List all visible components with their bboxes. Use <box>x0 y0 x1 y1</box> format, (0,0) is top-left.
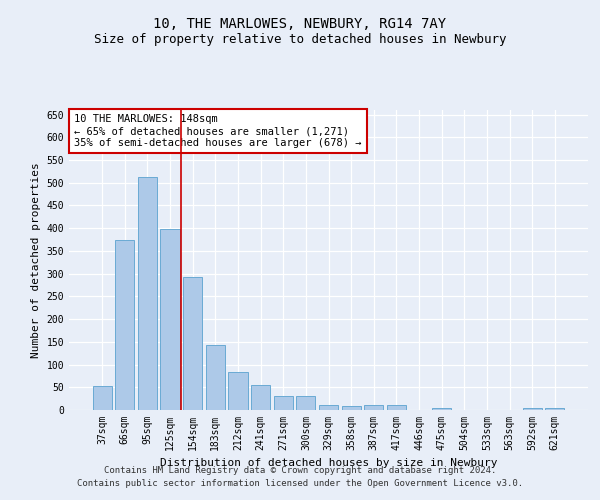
Bar <box>229 372 248 410</box>
Bar <box>92 386 112 410</box>
Bar <box>341 406 361 410</box>
Text: 10 THE MARLOWES: 148sqm
← 65% of detached houses are smaller (1,271)
35% of semi: 10 THE MARLOWES: 148sqm ← 65% of detache… <box>74 114 362 148</box>
X-axis label: Distribution of detached houses by size in Newbury: Distribution of detached houses by size … <box>160 458 497 468</box>
Text: Size of property relative to detached houses in Newbury: Size of property relative to detached ho… <box>94 32 506 46</box>
Bar <box>251 385 270 410</box>
Bar <box>206 346 225 410</box>
Bar <box>364 404 383 410</box>
Bar <box>183 277 202 410</box>
Bar <box>319 406 338 410</box>
Bar <box>115 240 134 410</box>
Text: 10, THE MARLOWES, NEWBURY, RG14 7AY: 10, THE MARLOWES, NEWBURY, RG14 7AY <box>154 18 446 32</box>
Bar <box>545 408 565 410</box>
Y-axis label: Number of detached properties: Number of detached properties <box>31 162 41 358</box>
Bar <box>274 396 293 410</box>
Text: Contains HM Land Registry data © Crown copyright and database right 2024.
Contai: Contains HM Land Registry data © Crown c… <box>77 466 523 487</box>
Bar <box>296 396 316 410</box>
Bar <box>387 404 406 410</box>
Bar <box>138 178 157 410</box>
Bar <box>160 229 180 410</box>
Bar <box>523 408 542 410</box>
Bar <box>432 408 451 410</box>
